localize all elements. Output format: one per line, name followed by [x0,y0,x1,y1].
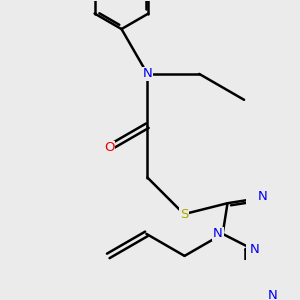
Text: N: N [258,190,268,203]
Text: N: N [267,290,277,300]
Text: N: N [142,68,152,80]
Text: N: N [250,243,260,256]
Text: O: O [104,141,115,154]
Text: S: S [180,208,188,220]
Text: N: N [213,227,223,240]
